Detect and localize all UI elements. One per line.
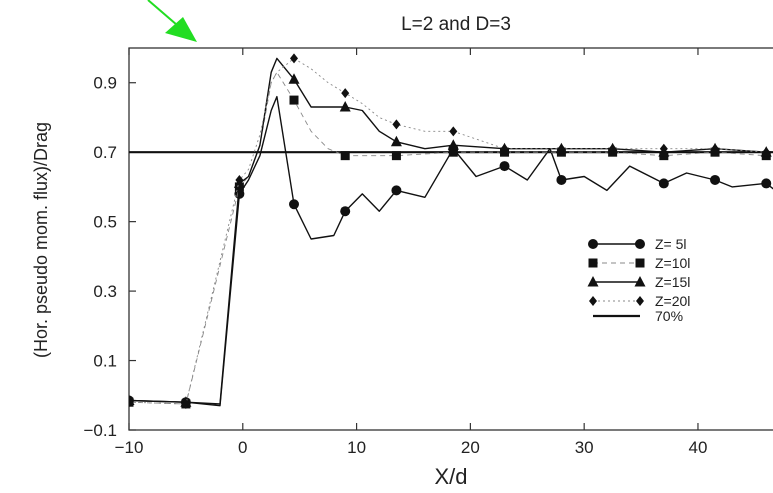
data-point [340,206,351,217]
legend-item-2: Z=10l [588,255,690,271]
series-3 [129,57,773,407]
data-point [448,147,458,157]
data-point [659,143,668,154]
series-group [129,53,773,409]
data-point [556,174,567,185]
legend-label: Z=20l [655,293,690,309]
data-point [710,174,721,185]
data-point [341,88,350,99]
x-tick-label: 0 [238,438,247,457]
y-tick-label: 0.7 [93,143,117,162]
data-point [289,199,299,210]
legend-marker [635,258,645,268]
data-point [608,143,617,154]
data-point [711,143,720,154]
data-point [449,126,458,137]
series-line [129,57,773,405]
legend-marker [635,239,645,249]
annotation-arrow [147,0,197,42]
legend-label: Z=15l [655,274,690,290]
legend-marker [588,239,598,249]
data-point [289,95,299,105]
y-tick-label: 0.9 [93,74,117,93]
legend-item-3: Z=15l [587,274,690,290]
data-point [390,135,402,147]
data-point [500,143,509,154]
annotation-arrow-head [165,17,197,42]
data-point [762,147,771,158]
legend-marker [636,296,644,306]
data-point [290,53,298,64]
legend-label: Z= 5l [655,236,687,252]
legend-label: Z=10l [655,255,690,271]
data-point [339,101,351,112]
y-tick-label: 0.1 [93,352,117,371]
y-axis-title: (Hor. pseudo mom. flux)/Drag [31,122,51,358]
series-4 [129,53,771,409]
data-point [391,151,401,161]
x-axis-title: X/d [434,464,467,489]
y-tick-label: 0.5 [93,213,117,232]
data-point [447,139,459,150]
axis-ticks: −10 0 10 20 30 40 −0.1 0.1 0.3 0.5 0.7 0.9 [83,48,708,457]
x-tick-label: 30 [575,438,594,457]
data-point [181,398,190,409]
legend-marker [634,276,646,287]
data-point [391,185,402,196]
data-point [557,143,566,154]
data-point [288,73,300,84]
series-line [129,57,767,405]
legend-marker [589,296,597,306]
annotation-arrow-shaft [147,0,178,26]
data-point [340,151,350,161]
x-tick-label: 20 [461,438,480,457]
legend-item-4: Z=20l [589,293,690,309]
legend-item-1: Z= 5l [588,236,687,252]
chart-title: L=2 and D=3 [401,14,511,35]
data-point [499,161,510,172]
legend-marker [588,258,598,268]
series-line [129,71,767,405]
plot-frame [128,47,773,431]
data-point [392,119,401,130]
x-tick-label: 10 [347,438,366,457]
legend-label: 70% [655,308,683,324]
y-tick-label: 0.3 [93,282,117,301]
x-tick-label: 40 [689,438,708,457]
legend-item-reference: 70% [593,308,683,324]
data-point [235,174,244,185]
x-tick-label: −10 [115,438,144,457]
y-tick-label: −0.1 [83,421,117,440]
legend-marker [587,276,599,287]
data-point [761,178,772,189]
data-point [658,178,669,189]
data-point [129,397,133,408]
